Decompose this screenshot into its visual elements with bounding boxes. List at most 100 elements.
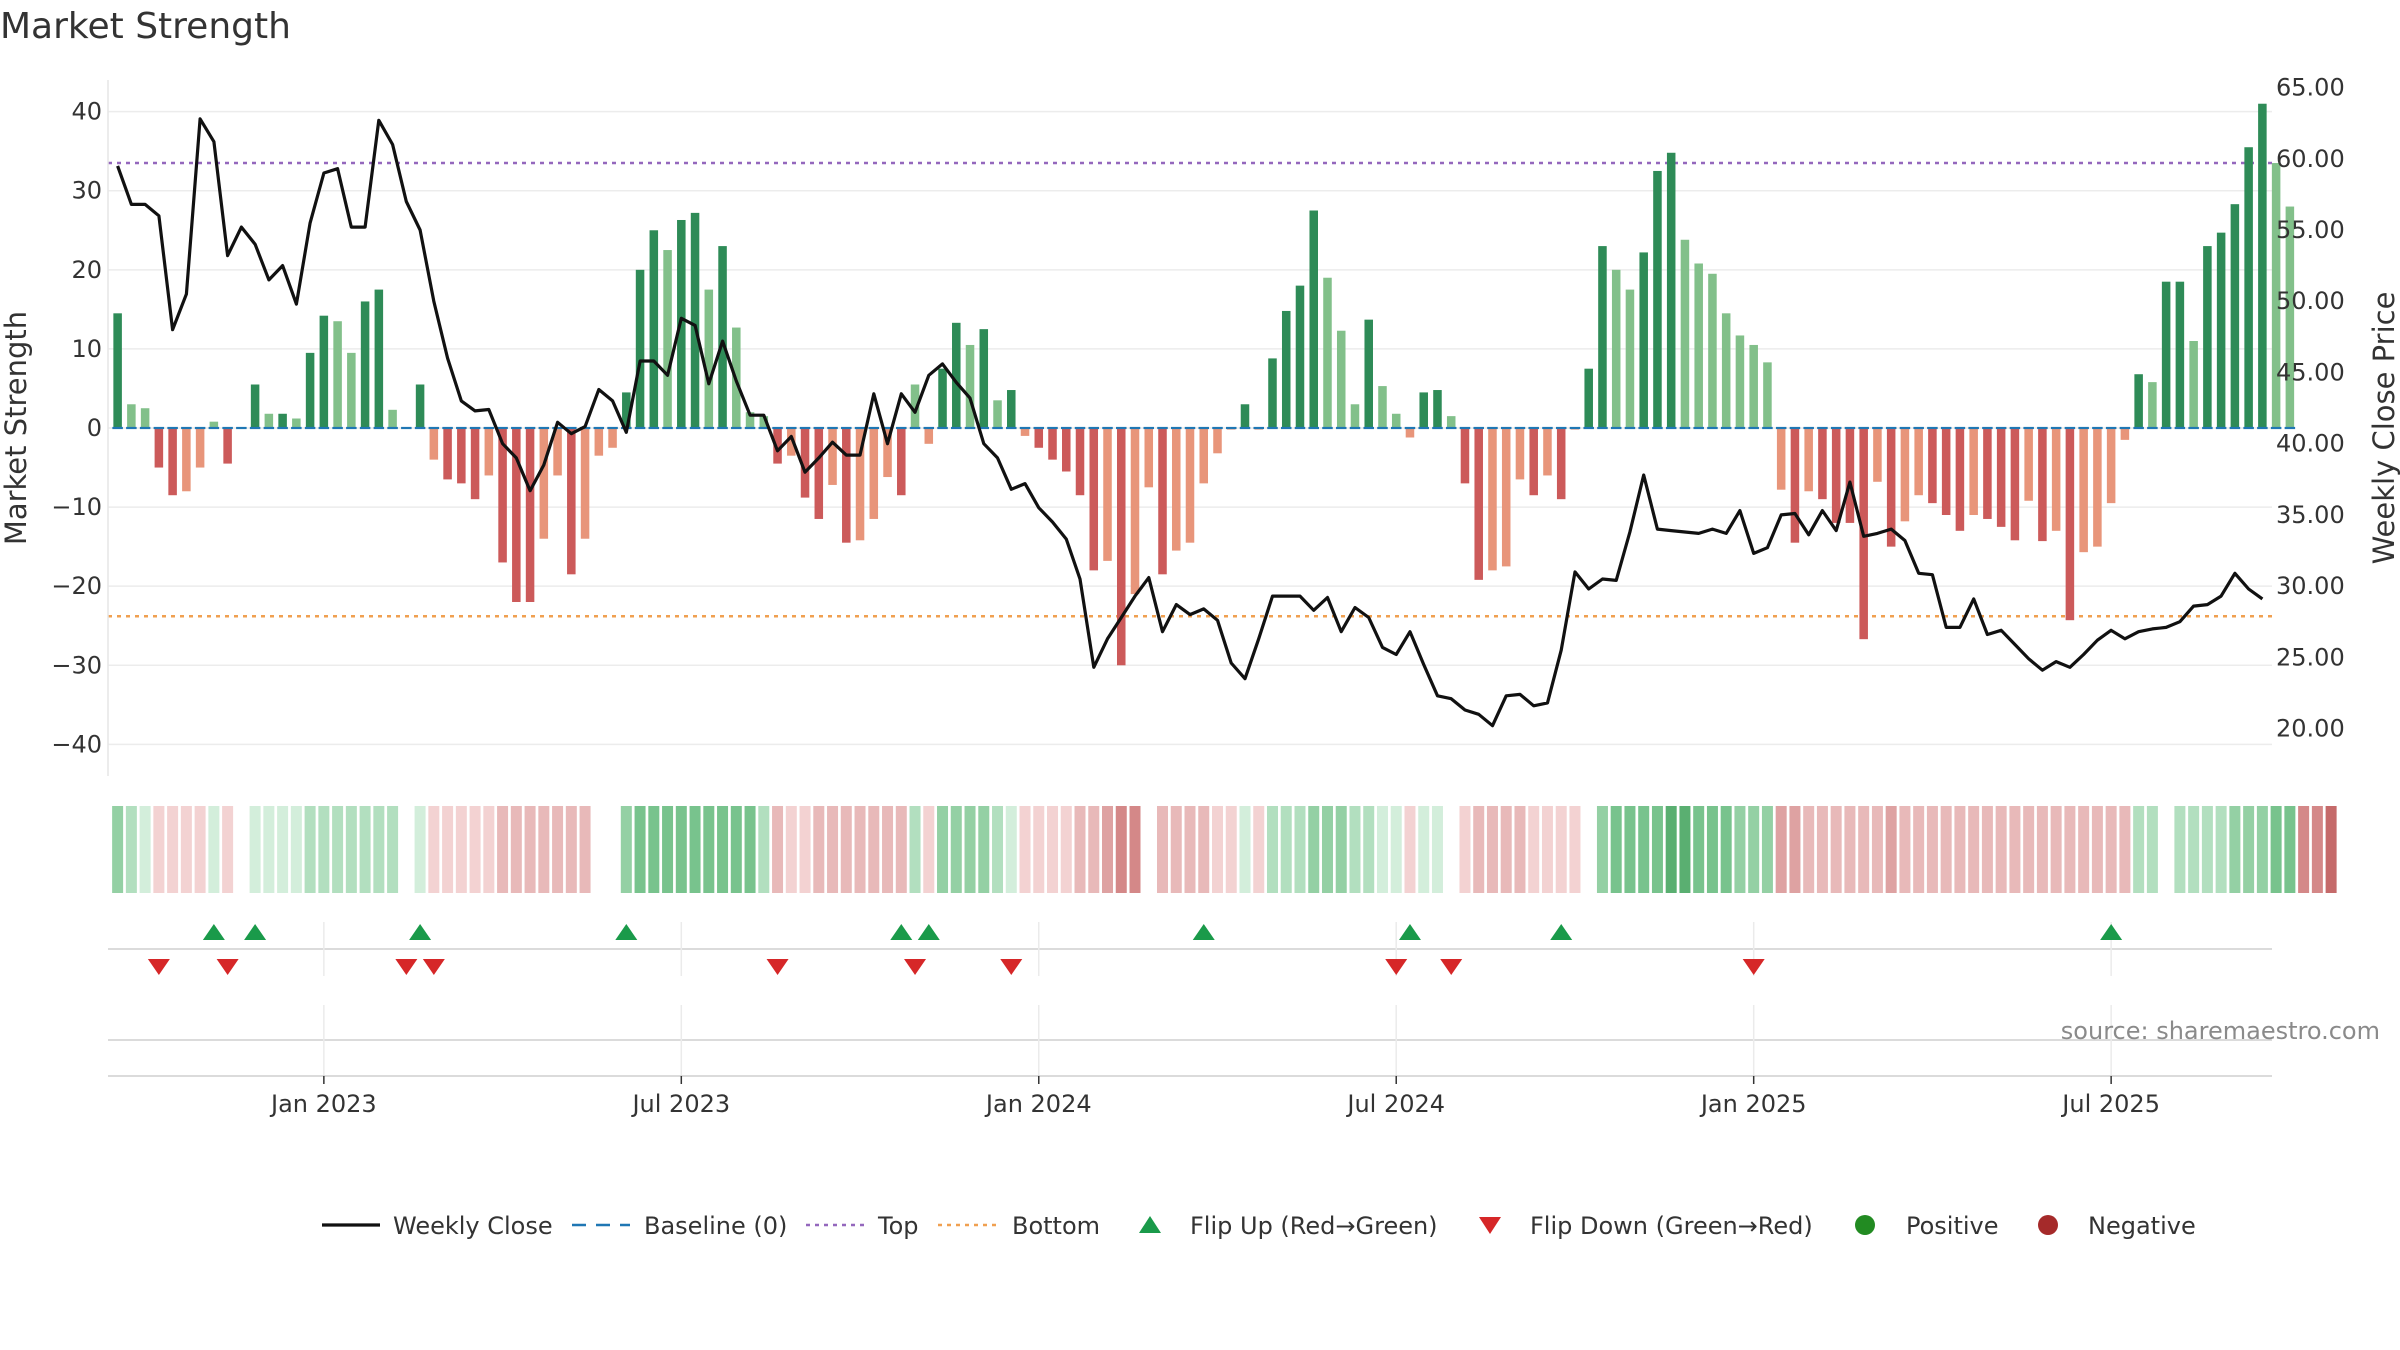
strength-tile-22 [414,806,426,893]
right-tick-label-8: 25.00 [2276,643,2345,671]
flip-up-marker-9 [2100,924,2123,940]
strength-tile-81 [1225,806,1237,893]
left-tick-label-7: −30 [51,651,102,679]
strength-tile-37 [620,806,632,893]
legend-label-4: Flip Up (Red→Green) [1190,1212,1438,1240]
flip-down-marker-6 [1000,959,1023,975]
strength-bar-53 [842,428,851,543]
strength-tile-49 [785,806,797,893]
strength-bar-20 [388,409,397,428]
strength-tile-73 [1115,806,1127,893]
strength-bar-150 [2175,281,2185,428]
strength-tile-118 [1734,806,1746,893]
strength-bar-112 [1653,170,1662,429]
strength-tile-137 [1995,806,2007,893]
strength-tile-136 [1981,806,1993,893]
strength-bar-153 [2216,232,2226,428]
strength-bar-51 [814,428,824,519]
strength-bar-62 [965,344,975,428]
strength-bar-97 [1446,416,1456,428]
strength-bar-23 [429,428,439,460]
strength-bar-111 [1639,252,1648,428]
strength-tile-133 [1940,806,1952,893]
right-axis-label: Weekly Close Price [2367,292,2400,565]
left-tick-label-4: 0 [87,414,102,442]
strength-tile-156 [2256,806,2268,893]
strength-bar-30 [525,428,535,602]
strength-bar-71 [1089,428,1099,571]
strength-tile-68 [1047,806,1059,893]
strength-bar-17 [347,352,356,428]
strength-bar-121 [1776,428,1786,490]
right-tick-label-3: 50.00 [2276,287,2345,315]
flip-down-marker-9 [1742,959,1765,975]
strength-tile-47 [758,806,770,893]
strength-bar-89 [1336,330,1346,428]
strength-bar-76 [1158,428,1167,575]
strength-bar-32 [553,428,562,476]
strength-tile-1 [125,806,137,893]
strength-bar-116 [1708,273,1717,428]
strength-tile-11 [263,806,275,893]
strength-bar-49 [787,428,796,456]
right-tick-label-1: 60.00 [2276,145,2345,173]
strength-bar-143 [2079,428,2088,553]
strength-tile-131 [1913,806,1925,893]
strength-bar-66 [1020,428,1030,436]
strength-bar-78 [1185,428,1195,543]
strength-bar-33 [567,428,576,575]
strength-bar-8 [223,428,232,464]
strength-bar-99 [1474,428,1483,580]
strength-bar-157 [2271,163,2281,428]
strength-tile-92 [1376,806,1388,893]
strength-bar-18 [360,301,370,428]
strength-tile-121 [1775,806,1787,893]
strength-tile-148 [2146,806,2158,893]
strength-tile-160 [2311,806,2323,893]
flip-down-marker-7 [1385,959,1408,975]
strength-bar-145 [2106,428,2116,504]
strength-tile-14 [304,806,316,893]
strength-tile-143 [2078,806,2090,893]
strength-tile-84 [1266,806,1278,893]
strength-tile-55 [868,806,880,893]
strength-tile-70 [1074,806,1086,893]
legend: Weekly Close Baseline (0) Top Bottom Flip Up… [322,1212,2196,1240]
left-tick-label-2: 20 [71,256,102,284]
strength-bar-104 [1543,428,1552,476]
strength-tile-120 [1761,806,1773,893]
strength-bar-101 [1501,428,1511,567]
strength-bar-95 [1419,392,1428,428]
strength-tile-64 [992,806,1004,893]
strength-tile-114 [1679,806,1691,893]
x-tick-label-1: Jul 2023 [630,1090,730,1118]
flip-up-marker-7 [1398,924,1421,940]
strength-tile-147 [2133,806,2145,893]
legend-label-7: Negative [2088,1212,2196,1240]
strength-bar-55 [869,428,879,519]
strength-bar-114 [1680,239,1690,428]
strength-tile-28 [497,806,509,893]
strength-tile-56 [882,806,894,893]
strength-tile-161 [2325,806,2337,893]
strength-bar-137 [1996,428,2006,527]
strength-bar-63 [979,329,989,428]
strength-bar-123 [1804,428,1813,492]
strength-tile-15 [318,806,330,893]
strength-tile-31 [538,806,550,893]
strength-bar-68 [1048,428,1057,460]
strength-tile-88 [1321,806,1333,893]
strength-tile-27 [483,806,495,893]
strength-tile-87 [1308,806,1320,893]
strength-bar-14 [305,352,315,428]
strength-tile-4 [167,806,179,893]
strength-tile-32 [552,806,564,893]
strength-bar-118 [1735,335,1745,428]
strength-bar-133 [1941,428,1951,515]
x-tick-label-2: Jan 2024 [984,1090,1092,1118]
strength-tile-71 [1088,806,1100,893]
flip-up-marker-5 [917,924,940,940]
strength-tile-13 [290,806,302,893]
strength-tile-38 [634,806,646,893]
